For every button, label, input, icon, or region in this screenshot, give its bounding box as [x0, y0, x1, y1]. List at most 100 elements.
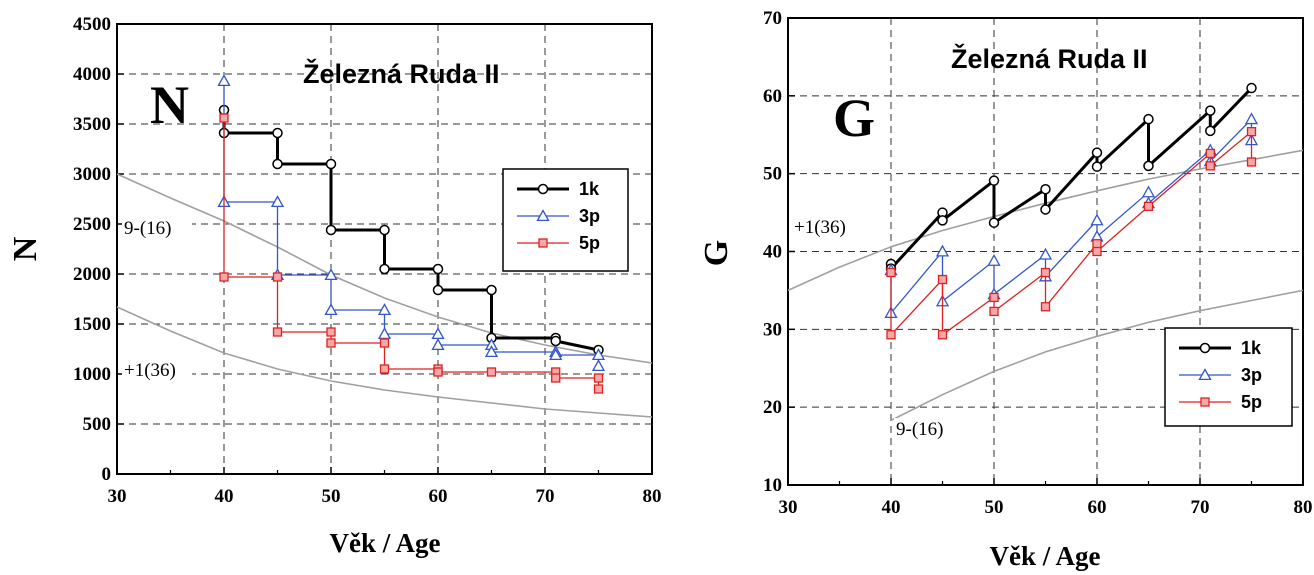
- chart-g-series-5p-point: [937, 274, 948, 285]
- chart-g-legend-3p-marker: [1198, 368, 1212, 381]
- chart-n-y-tick-label: 3500: [73, 114, 111, 135]
- chart-g-series-1k-point: [1091, 161, 1103, 172]
- chart-g-series-1k-point: [937, 215, 948, 226]
- chart-g-series-1k-point: [1040, 204, 1051, 215]
- chart-n-legend-3p-marker: [536, 209, 550, 222]
- chart-g-legend-5p-label: 5p: [1241, 392, 1262, 412]
- chart-n-series-3p-point: [324, 303, 338, 316]
- chart-n-series-3p-point: [377, 303, 392, 316]
- chart-g-y-tick-label: 10: [763, 475, 782, 496]
- chart-n-series-1k-point: [325, 158, 337, 170]
- chart-n-y-tick-label: 2500: [73, 214, 111, 235]
- chart-g-y-tick-label: 50: [763, 164, 782, 185]
- chart-g-series-5p-point: [886, 267, 896, 278]
- chart-n-x-tick-label: 60: [429, 486, 448, 507]
- chart-n-y-tick-label: 500: [83, 414, 112, 435]
- chart-n-series-5p-point: [219, 113, 229, 123]
- chart-n-legend-box: [502, 168, 629, 272]
- chart-g-series-5p-point: [1040, 267, 1051, 278]
- chart-n-reference-label-bg: [122, 217, 192, 239]
- chart-g-series-1k-point: [988, 175, 1000, 186]
- chart-n-title: Železná Ruda II: [303, 58, 500, 89]
- chart-g-series-5p-point: [989, 292, 999, 303]
- chart-g-series-1k-point: [1205, 125, 1216, 137]
- chart-n-legend-1k-label: 1k: [579, 179, 600, 199]
- chart-g-legend-1k-label: 1k: [1241, 338, 1262, 358]
- chart-n-legend-1k-marker: [537, 183, 549, 195]
- chart-g-series-5p-point: [1040, 302, 1051, 312]
- chart-n-y-tick-label: 4500: [73, 14, 111, 35]
- chart-g-x-tick-label: 40: [882, 497, 901, 518]
- chart-n-series-1k-point: [325, 224, 337, 236]
- chart-n-series-3p-point: [431, 338, 445, 351]
- chart-n-series-5p-point: [593, 373, 604, 383]
- chart-g-title: Železná Ruda II: [951, 43, 1148, 74]
- chart-n-y-tick-label: 3000: [73, 164, 111, 185]
- chart-g-series-5p-point: [1205, 161, 1215, 171]
- chart-n-reference-label: 9-(16): [124, 218, 171, 239]
- chart-g-legend: 1k 3p 5p: [1164, 327, 1293, 427]
- chart-g-y-tick-label: 60: [763, 86, 782, 107]
- chart-n-series-3p-point: [324, 268, 338, 281]
- chart-g-x-axis-label: Věk / Age: [990, 541, 1101, 571]
- chart-g-reference-label-bg: [894, 418, 964, 440]
- chart-n-series-5p-point: [379, 338, 390, 348]
- chart-n-series-1k-point: [379, 263, 390, 275]
- chart-g-x-tick-label: 30: [779, 497, 798, 518]
- chart-n-series-3p-point: [484, 345, 499, 358]
- chart-n-reference-curve: [116, 173, 653, 364]
- chart-n-legend-3p-label: 3p: [579, 206, 600, 226]
- chart-n-legend-5p-label: 5p: [579, 233, 600, 253]
- chart-n-reference-curves: 9-(16) +1(36): [116, 173, 653, 418]
- chart-g-series-1k-point: [1091, 147, 1103, 158]
- chart-n-series-1k-point: [432, 263, 444, 275]
- chart-n-series-5p-point: [379, 364, 390, 374]
- chart-g-y-tick-label: 30: [763, 319, 782, 340]
- chart-n-panel: 30 40 50 60 70 80 0 500 1000 1500 2000 2500 3000 3500…: [7, 14, 662, 558]
- chart-g-series-3p-point: [1244, 112, 1259, 125]
- chart-n-legend-5p-marker: [538, 238, 548, 248]
- chart-n-x-tick-label: 70: [536, 486, 555, 507]
- chart-n-y-tick-label: 2000: [73, 264, 111, 285]
- chart-g-series-1k-point: [1143, 160, 1154, 172]
- chart-g-series-3p-point: [1141, 185, 1156, 198]
- chart-n-series-1k-point: [272, 158, 283, 170]
- chart-g-series: [884, 82, 1259, 340]
- chart-n-y-tick-label: 1500: [73, 314, 111, 335]
- chart-n-y-tick-label: 4000: [73, 64, 111, 85]
- chart-g-panel-letter: G: [833, 88, 875, 148]
- chart-n-series: [217, 74, 606, 394]
- chart-n-series-5p-point: [219, 272, 229, 282]
- chart-n-axes: 30 40 50 60 70 80 0 500 1000 1500 2000 2500 3000 3500…: [73, 14, 662, 507]
- chart-g-series-1k-point: [1143, 113, 1154, 125]
- chart-g-y-tick-label: 40: [763, 242, 782, 263]
- chart-n-series-5p-point: [551, 373, 561, 383]
- chart-n-series-1k-point: [432, 284, 444, 296]
- chart-n-series-1k-point: [379, 224, 390, 236]
- chart-g-reference-curve: [890, 289, 1304, 422]
- chart-g-reference-label: 9-(16): [896, 419, 943, 440]
- chart-g-y-axis-label: G: [698, 240, 735, 266]
- chart-n-series-5p-point: [272, 272, 283, 282]
- chart-n-series-1k-point: [486, 284, 497, 296]
- chart-n-x-axis-label: Věk / Age: [330, 528, 441, 558]
- chart-n-series-3p-point: [270, 195, 285, 208]
- chart-g-y-tick-label: 20: [763, 397, 782, 418]
- chart-n-x-tick-label: 80: [643, 486, 662, 507]
- chart-g-legend-1k-marker: [1199, 342, 1211, 354]
- chart-n-series-3p-point: [591, 359, 606, 372]
- chart-g-series-1k-point: [1246, 82, 1257, 94]
- chart-g-series-5p-point: [1143, 201, 1154, 212]
- chart-n-y-axis-label: N: [7, 236, 44, 261]
- chart-g-x-tick-label: 50: [985, 497, 1004, 518]
- chart-n-series-5p-point: [272, 327, 283, 337]
- chart-g-reference-label-bg: [792, 216, 862, 238]
- chart-n-series-1k-point: [272, 127, 283, 139]
- chart-n-legend: 1k 3p 5p: [502, 168, 629, 272]
- chart-n-series-5p-point: [326, 327, 336, 337]
- chart-g-legend-3p-label: 3p: [1241, 365, 1262, 385]
- chart-g-y-tick-label: 70: [763, 8, 782, 29]
- chart-n-reference-label: +1(36): [124, 360, 176, 381]
